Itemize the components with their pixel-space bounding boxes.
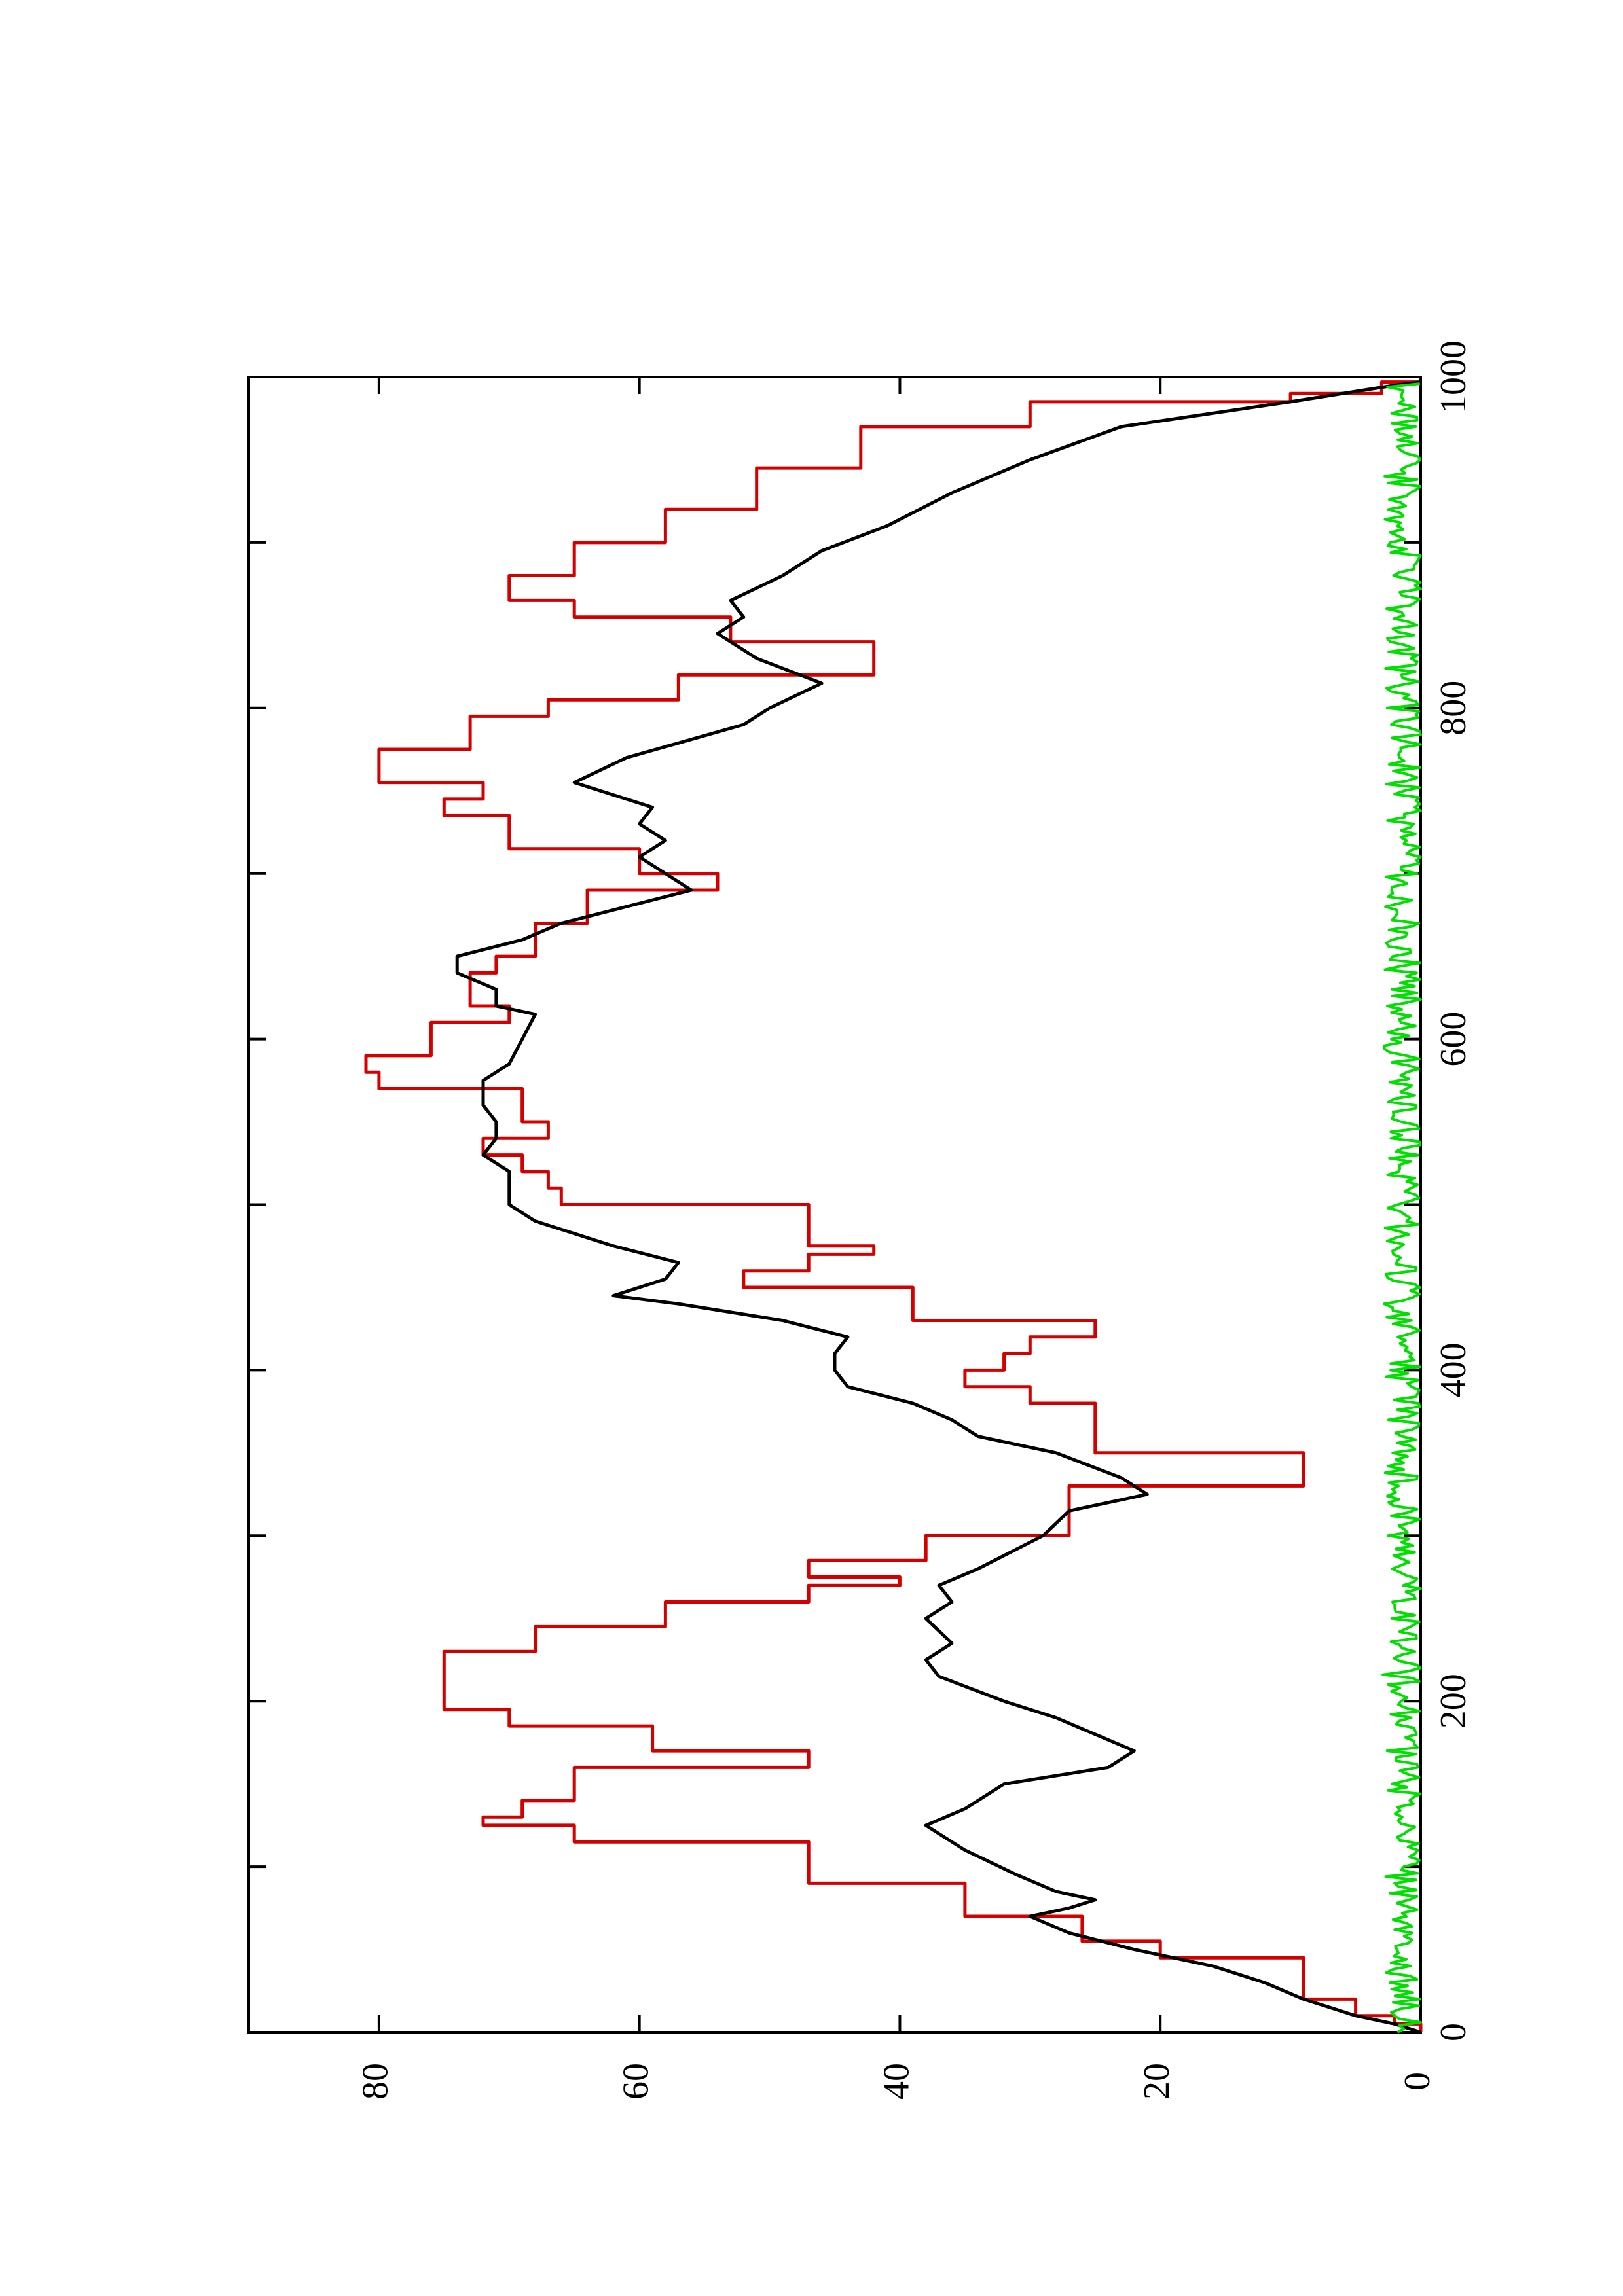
chart-series	[364, 380, 1423, 2034]
series-2-line	[455, 380, 1421, 2034]
axis-ticks	[249, 376, 1422, 2034]
axis-tick-labels: 0 200 400 600 800 1000 0 20 40 60 80	[356, 340, 1474, 2100]
x-tick-label: 400	[1433, 1342, 1474, 1397]
x-tick-label: 1000	[1433, 340, 1474, 414]
y-tick-label: 40	[876, 2063, 917, 2100]
y-tick-label: 20	[1137, 2063, 1177, 2100]
y-tick-label: 0	[1397, 2072, 1438, 2090]
series-1-line	[364, 380, 1423, 2032]
x-tick-label: 600	[1433, 1012, 1474, 1067]
x-tick-label: 800	[1433, 681, 1474, 736]
series-3-line	[1381, 382, 1422, 2034]
x-tick-label: 200	[1433, 1674, 1474, 1729]
plot-frame	[247, 376, 1422, 2034]
y-tick-label: 60	[616, 2063, 657, 2100]
y-tick-label: 80	[356, 2063, 396, 2100]
x-tick-label: 0	[1433, 2023, 1474, 2041]
